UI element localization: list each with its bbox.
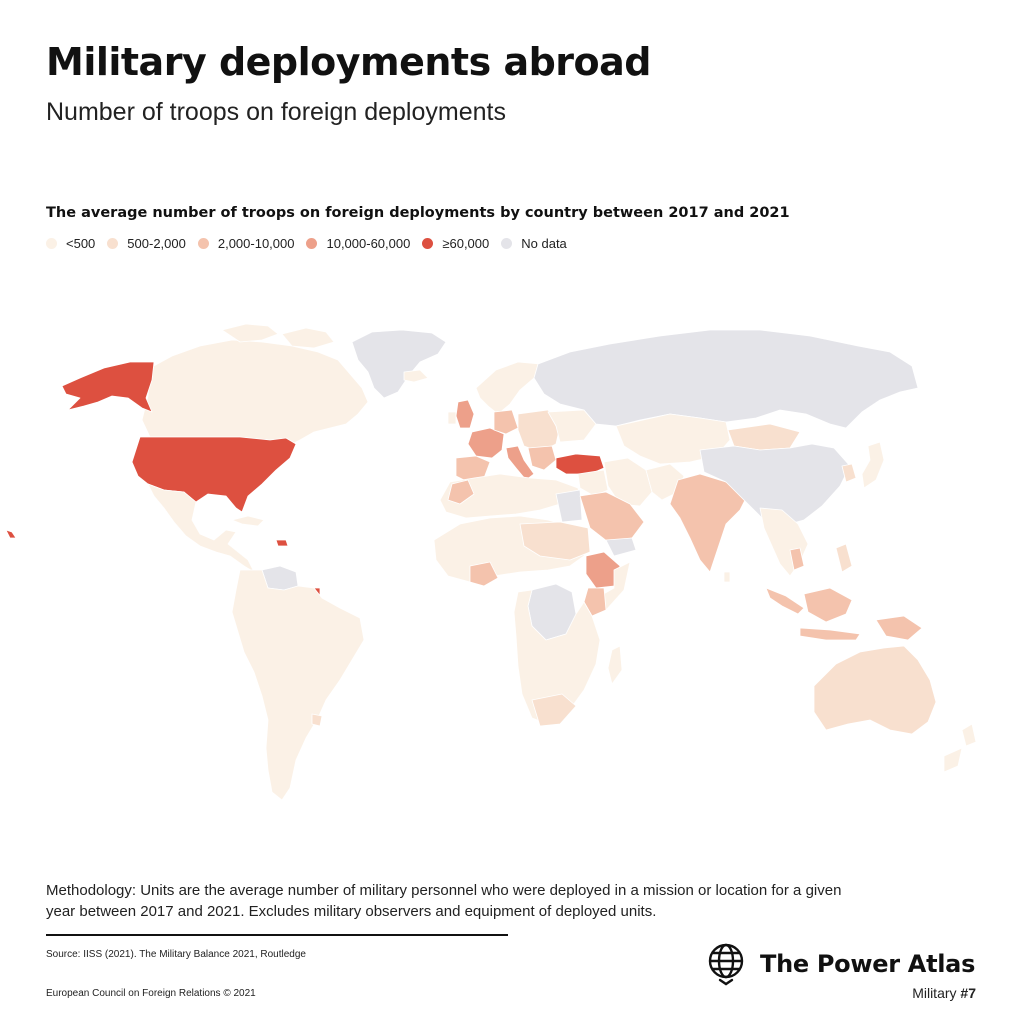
country-japan bbox=[861, 441, 885, 489]
country-hawaii bbox=[5, 529, 17, 539]
country-madagascar bbox=[607, 645, 623, 685]
series-prefix: Military bbox=[912, 985, 961, 1001]
legend-item-500-2000: 500-2,000 bbox=[107, 236, 186, 251]
country-mexico bbox=[147, 483, 255, 573]
country-morocco bbox=[447, 479, 475, 505]
brand: The Power Atlas bbox=[706, 942, 975, 986]
country-papua-new-guinea bbox=[875, 615, 923, 641]
methodology-note: Methodology: Units are the average numbe… bbox=[46, 882, 842, 920]
country-italy bbox=[505, 445, 535, 481]
country-germany bbox=[493, 409, 519, 435]
legend-item-10000-60000: 10,000-60,000 bbox=[306, 236, 410, 251]
country-chad-sudan bbox=[519, 521, 591, 561]
brand-name: The Power Atlas bbox=[760, 950, 976, 978]
legend-label: <500 bbox=[66, 236, 96, 251]
legend-label: 10,000-60,000 bbox=[326, 236, 411, 251]
legend-swatch bbox=[501, 238, 513, 249]
legend-item-2000-10000: 2,000-10,000 bbox=[197, 236, 295, 251]
country-indonesia bbox=[765, 587, 805, 615]
country-cuba bbox=[231, 515, 265, 527]
country-uk bbox=[455, 399, 475, 429]
country-russia bbox=[533, 329, 919, 429]
country-canada-islands bbox=[281, 327, 335, 349]
country-new-zealand bbox=[961, 723, 977, 747]
country-china bbox=[699, 443, 851, 527]
legend-swatch bbox=[46, 238, 57, 249]
country-scandinavia bbox=[475, 361, 541, 415]
country-south-america bbox=[231, 569, 365, 801]
series-number: #7 bbox=[960, 985, 976, 1001]
legend-swatch bbox=[107, 238, 119, 249]
country-canada-islands bbox=[221, 323, 279, 343]
country-usa bbox=[131, 436, 297, 513]
legend-label: 2,000-10,000 bbox=[217, 236, 295, 251]
country-thailand bbox=[789, 547, 805, 571]
legend-label: ≥60,000 bbox=[442, 236, 490, 251]
country-yemen bbox=[605, 537, 637, 557]
country-philippines bbox=[835, 543, 853, 573]
legend-item-over-60000: ≥60,000 bbox=[422, 236, 489, 251]
country-south-africa bbox=[531, 693, 577, 727]
country-france bbox=[467, 427, 505, 459]
country-iceland bbox=[403, 369, 429, 383]
country-alaska bbox=[61, 361, 155, 413]
legend-item-no-data: No data bbox=[501, 236, 567, 251]
legend-swatch bbox=[306, 238, 318, 249]
copyright-note: European Council on Foreign Relations © … bbox=[46, 988, 256, 999]
country-indonesia-east bbox=[803, 587, 853, 623]
legend-item-under-500: <500 bbox=[46, 236, 95, 251]
legend: <500 500-2,000 2,000-10,000 10,000-60,00… bbox=[46, 236, 579, 251]
country-nigeria bbox=[469, 561, 499, 587]
country-korea bbox=[841, 463, 857, 483]
country-southern-africa bbox=[513, 589, 601, 725]
country-ireland bbox=[447, 411, 457, 425]
country-balkans bbox=[527, 445, 557, 471]
globe-icon bbox=[708, 943, 744, 986]
country-egypt bbox=[555, 489, 583, 523]
divider bbox=[46, 934, 508, 936]
legend-swatch bbox=[422, 238, 434, 249]
page-title: Military deployments abroad bbox=[46, 40, 651, 84]
country-uruguay bbox=[311, 713, 323, 727]
legend-label: No data bbox=[521, 236, 567, 251]
source-note: Source: IISS (2021). The Military Balanc… bbox=[46, 949, 306, 960]
country-sri-lanka bbox=[723, 571, 731, 583]
legend-swatch bbox=[197, 238, 209, 249]
country-greenland bbox=[351, 329, 447, 399]
country-indonesia-south bbox=[799, 627, 861, 641]
country-new-zealand-south bbox=[943, 747, 963, 773]
legend-title: The average number of troops on foreign … bbox=[46, 205, 790, 221]
legend-label: 500-2,000 bbox=[127, 236, 186, 251]
country-canada bbox=[141, 339, 369, 446]
country-australia bbox=[813, 645, 937, 735]
country-hispaniola bbox=[275, 539, 289, 547]
page-subtitle: Number of troops on foreign deployments bbox=[46, 98, 506, 126]
world-map bbox=[5, 323, 977, 801]
country-saudi-arabia bbox=[579, 491, 645, 543]
country-kenya bbox=[583, 587, 607, 617]
country-mongolia bbox=[727, 423, 801, 451]
country-iran bbox=[603, 457, 653, 507]
series-label: Military #7 bbox=[912, 985, 976, 1001]
